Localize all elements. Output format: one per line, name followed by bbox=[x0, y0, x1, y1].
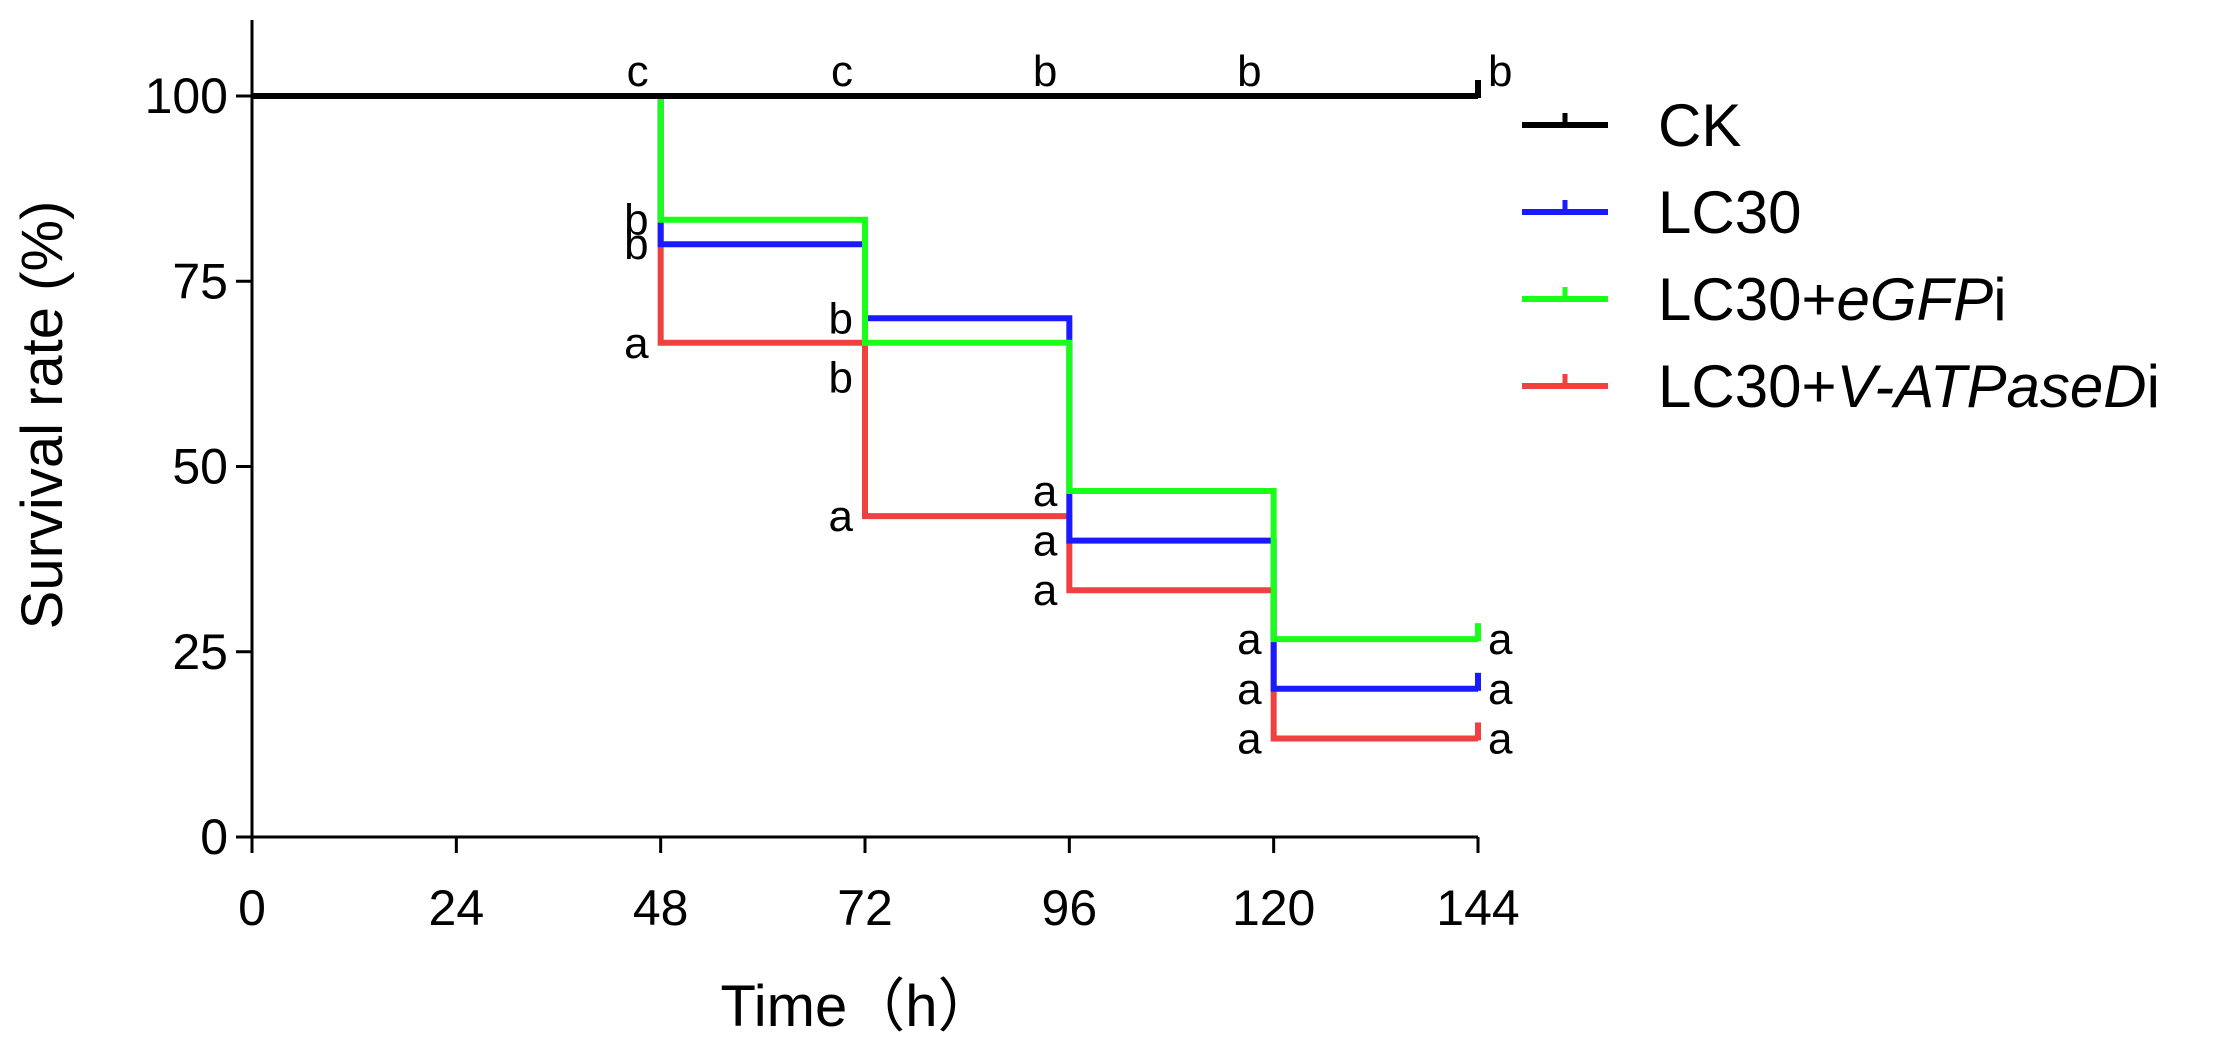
legend-label-part: i bbox=[1993, 266, 2006, 333]
significance-letter: a bbox=[1033, 517, 1058, 566]
x-tick-label: 120 bbox=[1232, 880, 1315, 936]
significance-letter: b bbox=[624, 220, 648, 269]
significance-letter: a bbox=[1488, 714, 1513, 763]
y-tick-label: 0 bbox=[200, 809, 228, 865]
x-axis-title: Time（h） bbox=[721, 974, 996, 1039]
legend-label-part: i bbox=[2147, 353, 2160, 420]
y-tick-label: 50 bbox=[172, 439, 228, 495]
legend-label-lc30: LC30 bbox=[1658, 179, 1801, 246]
legend-label-part: CK bbox=[1658, 92, 1741, 159]
significance-letter: a bbox=[624, 319, 649, 368]
significance-letter: b bbox=[624, 196, 648, 245]
x-tick-label: 144 bbox=[1436, 880, 1519, 936]
legend-label-ck: CK bbox=[1658, 92, 1741, 159]
series-line-lc30-egfpi bbox=[252, 93, 1478, 643]
x-tick-label: 24 bbox=[429, 880, 485, 936]
significance-letter: a bbox=[1033, 566, 1058, 615]
significance-letter: a bbox=[829, 492, 854, 541]
significance-letter: b bbox=[829, 354, 853, 403]
axes: 0 25 50 75 100 0 24 48 72 96 120 144 bbox=[145, 20, 1520, 936]
significance-letter: c bbox=[831, 47, 853, 96]
legend-label-lc30-egfpi: LC30+eGFPi bbox=[1658, 266, 2007, 333]
x-tick-label: 72 bbox=[837, 880, 893, 936]
legend-label-part: V-ATPaseD bbox=[1836, 353, 2146, 420]
significance-letter: b bbox=[1033, 47, 1057, 96]
significance-letter: a bbox=[1237, 665, 1262, 714]
significance-letter: b bbox=[1237, 47, 1261, 96]
series-layer bbox=[252, 80, 1481, 742]
y-tick-label: 75 bbox=[172, 253, 228, 309]
y-tick-label: 25 bbox=[172, 624, 228, 680]
y-tick-label: 100 bbox=[145, 68, 228, 124]
significance-letter: a bbox=[1237, 714, 1262, 763]
legend-label-part: eGFP bbox=[1836, 266, 1993, 333]
significance-letter: a bbox=[1488, 665, 1513, 714]
significance-letter: c bbox=[627, 47, 649, 96]
significance-letter: b bbox=[1488, 47, 1512, 96]
y-axis-title: Survival rate (%) bbox=[10, 201, 75, 630]
legend-label-part: LC30+ bbox=[1658, 266, 1836, 333]
legend-label-lc30-v-atpasedi: LC30+V-ATPaseDi bbox=[1658, 353, 2160, 420]
significance-letter: a bbox=[1237, 615, 1262, 664]
x-tick-label: 96 bbox=[1042, 880, 1098, 936]
x-tick-label: 0 bbox=[238, 880, 266, 936]
significance-letter: b bbox=[829, 294, 853, 343]
significance-letter: a bbox=[1033, 467, 1058, 516]
x-tick-label: 48 bbox=[633, 880, 689, 936]
significance-letter: a bbox=[1488, 615, 1513, 664]
legend-label-part: LC30 bbox=[1658, 179, 1801, 246]
legend-label-part: LC30+ bbox=[1658, 353, 1836, 420]
